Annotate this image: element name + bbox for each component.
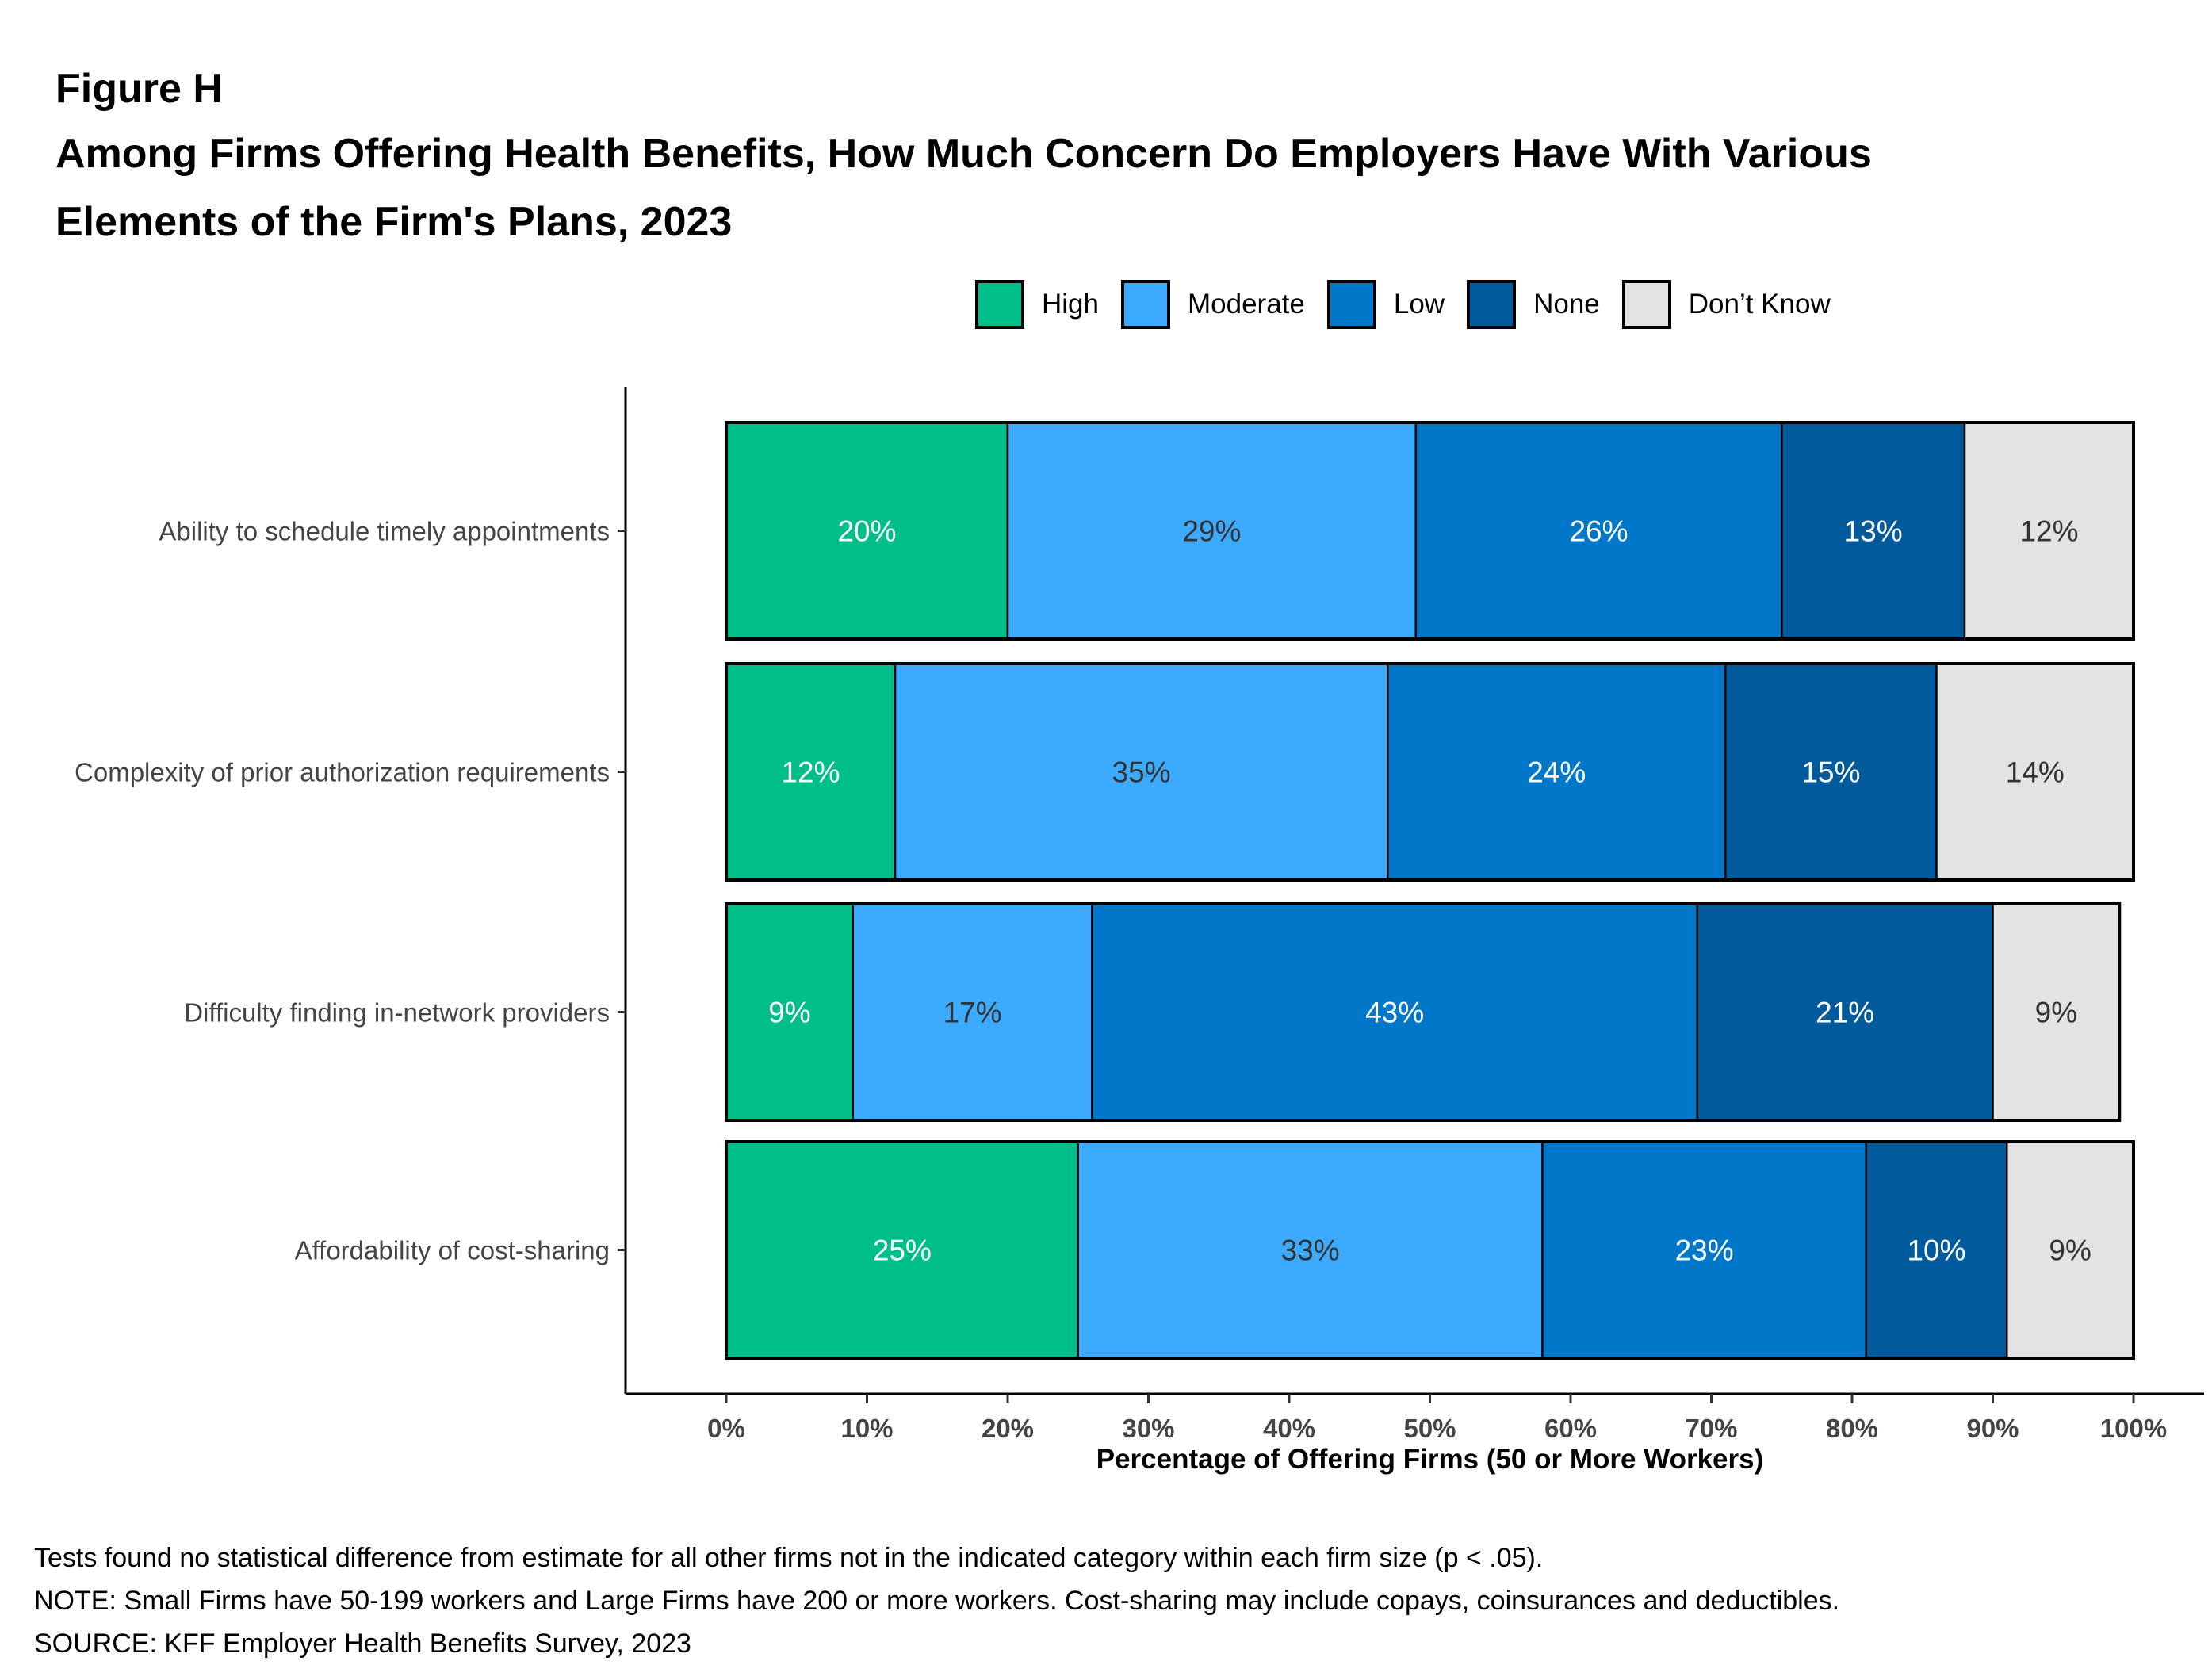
bar-segment-none xyxy=(1696,902,1994,1122)
x-tick-label: 20% xyxy=(982,1414,1034,1443)
bar-segment-don-t-know xyxy=(2006,1140,2135,1360)
data-label-low: 26% xyxy=(1569,515,1628,548)
data-label-moderate: 17% xyxy=(943,997,1002,1029)
legend-label-none: None xyxy=(1533,289,1600,320)
bar-segment-low xyxy=(1387,662,1727,882)
x-tick-label: 100% xyxy=(2100,1414,2167,1443)
data-label-moderate: 35% xyxy=(1112,756,1171,789)
legend-label-dont-know: Don’t Know xyxy=(1688,289,1831,320)
legend-swatch-dont-know xyxy=(1621,280,1671,329)
data-label-don-t-know: 12% xyxy=(2019,515,2078,548)
bar-segment-moderate xyxy=(852,902,1093,1122)
data-label-none: 13% xyxy=(1844,515,1903,548)
data-label-high: 9% xyxy=(768,997,810,1029)
y-tick-label-ability-to-schedule-timely-appointments: Ability to schedule timely appointments xyxy=(159,517,610,546)
x-tick-label: 70% xyxy=(1685,1414,1737,1443)
x-tick-label: 30% xyxy=(1122,1414,1174,1443)
bar-segment-high xyxy=(725,421,1009,641)
legend-swatch-high xyxy=(975,280,1024,329)
data-label-low: 43% xyxy=(1365,997,1424,1029)
bar-segment-don-t-know xyxy=(1963,421,2135,641)
legend-item-dont-know: Don’t Know xyxy=(1621,280,1831,329)
x-tick-label: 80% xyxy=(1826,1414,1878,1443)
legend-label-high: High xyxy=(1042,289,1099,320)
bar-outline xyxy=(725,662,2135,882)
bar-outline xyxy=(725,1140,2135,1360)
legend-item-low: Low xyxy=(1326,280,1445,329)
data-label-low: 24% xyxy=(1527,756,1586,789)
footnote-source: SOURCE: KFF Employer Health Benefits Sur… xyxy=(34,1629,691,1659)
data-label-high: 20% xyxy=(837,515,896,548)
bar-segment-low xyxy=(1414,421,1783,641)
legend-item-none: None xyxy=(1467,280,1600,329)
bar-segment-low xyxy=(1091,902,1698,1122)
x-tick-label: 90% xyxy=(1966,1414,2019,1443)
bar-segment-moderate xyxy=(1077,1140,1544,1360)
x-tick-label: 0% xyxy=(707,1414,745,1443)
data-label-none: 15% xyxy=(1801,756,1860,789)
legend-label-moderate: Moderate xyxy=(1187,289,1305,320)
bar-segment-none xyxy=(1724,662,1938,882)
bar-outline xyxy=(725,421,2135,641)
figure-label: Figure H xyxy=(55,66,223,112)
x-axis-title: Percentage of Offering Firms (50 or More… xyxy=(1096,1444,1764,1475)
x-tick-label: 10% xyxy=(840,1414,893,1443)
footnote-note: NOTE: Small Firms have 50-199 workers an… xyxy=(34,1586,1840,1616)
legend: High Moderate Low None Don’t Know xyxy=(975,276,1853,333)
x-tick-label: 40% xyxy=(1263,1414,1315,1443)
y-tick-label-affordability-of-cost-sharing: Affordability of cost-sharing xyxy=(295,1236,610,1265)
footnote-tests: Tests found no statistical difference fr… xyxy=(34,1543,1544,1573)
data-label-low: 23% xyxy=(1675,1234,1734,1267)
chart-title-line-2: Elements of the Firm's Plans, 2023 xyxy=(55,199,733,245)
bar-segment-low xyxy=(1541,1140,1867,1360)
y-tick-label-complexity-of-prior-authorization-requirements: Complexity of prior authorization requir… xyxy=(75,758,610,787)
bar-outline xyxy=(725,902,2122,1122)
data-label-don-t-know: 9% xyxy=(2035,997,2077,1029)
y-tick-label-difficulty-finding-in-network-providers: Difficulty finding in-network providers xyxy=(184,998,610,1028)
bar-segment-moderate xyxy=(894,662,1389,882)
legend-swatch-low xyxy=(1326,280,1376,329)
x-tick-label: 50% xyxy=(1403,1414,1456,1443)
data-label-none: 21% xyxy=(1816,997,1874,1029)
data-label-none: 10% xyxy=(1907,1234,1965,1267)
data-label-moderate: 33% xyxy=(1281,1234,1340,1267)
legend-swatch-none xyxy=(1467,280,1517,329)
bar-segment-moderate xyxy=(1006,421,1417,641)
legend-item-high: High xyxy=(975,280,1099,329)
data-label-high: 25% xyxy=(873,1234,932,1267)
x-tick-label: 60% xyxy=(1544,1414,1597,1443)
data-label-don-t-know: 14% xyxy=(2006,756,2065,789)
data-label-moderate: 29% xyxy=(1182,515,1241,548)
legend-label-low: Low xyxy=(1393,289,1445,320)
legend-swatch-moderate xyxy=(1120,280,1170,329)
data-label-high: 12% xyxy=(781,756,840,789)
data-label-don-t-know: 9% xyxy=(2049,1234,2091,1267)
bar-segment-high xyxy=(725,1140,1079,1360)
chart-title-line-1: Among Firms Offering Health Benefits, Ho… xyxy=(55,131,1872,177)
bar-segment-don-t-know xyxy=(1935,662,2135,882)
legend-item-moderate: Moderate xyxy=(1120,280,1305,329)
